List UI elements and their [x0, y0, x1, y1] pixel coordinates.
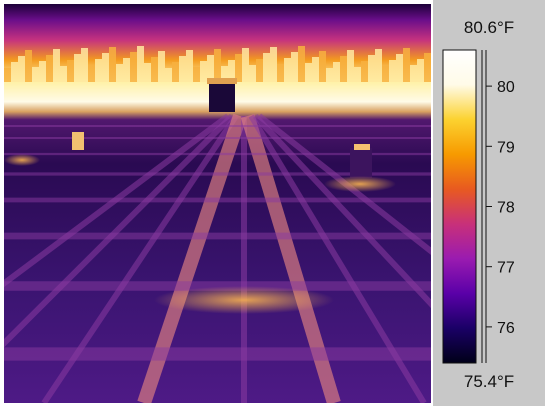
skyline-hot-column: [389, 60, 396, 82]
skyline-hot-column: [116, 64, 123, 82]
colorbar-gradient: [442, 49, 477, 364]
skyline-hot-column: [32, 67, 39, 82]
skyline-hot-column: [67, 60, 74, 82]
skyline-hot-column: [130, 52, 137, 82]
skyline-hot-column: [305, 63, 312, 82]
roof-seam-vertical: [257, 113, 431, 255]
skyline-hot-column: [95, 59, 102, 82]
skyline-hot-column: [137, 46, 144, 82]
skyline-hot-column: [18, 56, 25, 82]
skyline-hot-column: [326, 68, 333, 82]
skyline-hot-column: [284, 58, 291, 82]
temperature-scale-panel: 80 79 78 77 76 80.6°F 75.4°F: [433, 0, 545, 406]
roof-seams: [4, 113, 431, 403]
warm-patch-right: [324, 176, 396, 192]
skyline-hot-column: [39, 61, 46, 82]
skyline-hot-column: [193, 67, 200, 82]
skyline-hot-column: [221, 66, 228, 82]
skyline-hot-column: [25, 50, 32, 82]
skyline-hot-column: [228, 60, 235, 82]
skyline-hot-column: [312, 57, 319, 82]
max-temperature-label: 80.6°F: [463, 18, 515, 37]
skyline-hot-column: [235, 54, 242, 82]
skyline-hot-column: [361, 61, 368, 82]
roof-unit-center-cap: [207, 78, 237, 84]
colorbar-tick-label: 80: [497, 79, 515, 96]
skyline-hot-column: [200, 61, 207, 82]
vent-right: [350, 148, 372, 178]
thermal-image: [4, 4, 431, 403]
skyline-hot-column: [74, 54, 81, 82]
warm-patch-left: [4, 154, 40, 166]
skyline-hot-column: [165, 68, 172, 82]
skyline-hot-column: [263, 53, 270, 82]
colorbar: 80 79 78 77 76: [442, 49, 515, 364]
skyline-hot-column: [403, 48, 410, 82]
skyline-hot-column: [151, 57, 158, 82]
skyline-hot-column: [354, 67, 361, 82]
skyline-hot-column: [102, 53, 109, 82]
skyline-hot-column: [277, 64, 284, 82]
colorbar-tick-label: 76: [497, 320, 515, 337]
skyline-hot-column: [333, 62, 340, 82]
skyline-hot-column: [340, 56, 347, 82]
skyline-hot-column: [298, 46, 305, 82]
skyline-hot-column: [410, 65, 417, 82]
roof-seam-vertical: [4, 113, 235, 348]
skyline-hot-band: [4, 46, 431, 82]
skyline-hot-column: [81, 48, 88, 82]
skyline-hot-column: [186, 50, 193, 82]
colorbar-tick-label: 77: [497, 260, 515, 277]
skyline-hot-column: [123, 58, 130, 82]
skyline-hot-column: [4, 68, 11, 82]
roof-seam-vertical: [4, 113, 230, 288]
skyline-hot-column: [424, 53, 431, 82]
skyline-hot-column: [347, 50, 354, 82]
skyline-hot-column: [88, 65, 95, 82]
skyline-hot-column: [11, 62, 18, 82]
roof-seam-vertical: [253, 113, 431, 309]
skyline-hot-column: [270, 47, 277, 82]
skyline-hot-column: [158, 51, 165, 82]
skyline-hot-column: [291, 52, 298, 82]
skyline-hot-column: [249, 65, 256, 82]
skyline-hot-column: [375, 49, 382, 82]
skyline-hot-column: [53, 49, 60, 82]
skyline-hot-column: [214, 49, 221, 82]
colorbar-tick-label: 78: [497, 200, 515, 217]
skyline-hot-column: [242, 48, 249, 82]
skyline-hot-column: [207, 55, 214, 82]
skyline-hot-column: [417, 59, 424, 82]
skyline-hot-column: [46, 55, 53, 82]
skyline-hot-column: [396, 54, 403, 82]
roof-unit-center: [209, 82, 235, 112]
skyline-hot-column: [172, 62, 179, 82]
vent-left: [72, 132, 84, 150]
min-temperature-label: 75.4°F: [463, 372, 515, 391]
skyline-hot-column: [144, 63, 151, 82]
warm-patch-foreground: [154, 286, 334, 314]
colorbar-tick-label: 79: [497, 139, 515, 156]
skyline-hot-column: [179, 56, 186, 82]
skyline-hot-column: [368, 55, 375, 82]
skyline-hot-column: [60, 66, 67, 82]
vent-right-cap: [354, 144, 370, 150]
skyline-hot-column: [382, 66, 389, 82]
skyline-hot-column: [256, 59, 263, 82]
skyline-hot-column: [319, 51, 326, 82]
skyline-hot-column: [109, 47, 116, 82]
